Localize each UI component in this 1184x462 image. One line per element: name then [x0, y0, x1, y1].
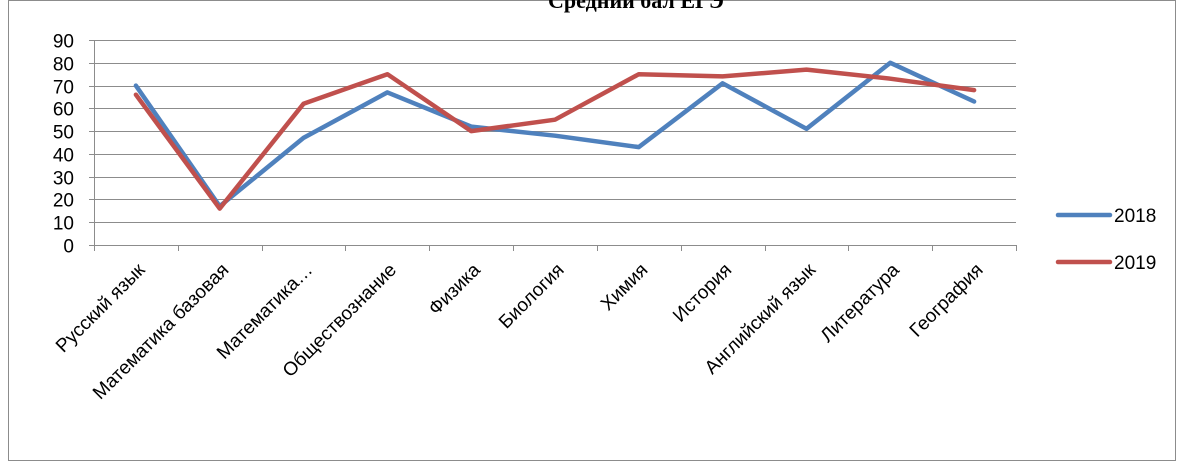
data-point-2019: [720, 74, 725, 79]
y-tick-label: 60: [53, 100, 74, 121]
y-tick-label: 70: [53, 78, 74, 99]
legend: 2018 2019: [1055, 206, 1156, 274]
y-tick-label: 80: [53, 55, 74, 76]
y-tick-label: 50: [53, 123, 74, 144]
data-point-2019: [469, 129, 474, 134]
data-point-2018: [385, 90, 390, 95]
legend-label-2018: 2018: [1114, 206, 1156, 227]
data-point-2018: [301, 135, 306, 140]
data-point-2019: [385, 72, 390, 77]
chart-border: [8, 0, 1176, 461]
data-point-2018: [636, 145, 641, 150]
data-point-2019: [301, 101, 306, 106]
data-point-2018: [972, 99, 977, 104]
data-point-2019: [888, 76, 893, 81]
y-tick-label: 0: [63, 237, 74, 258]
series-line-2018: [133, 60, 977, 209]
data-point-2018: [553, 133, 558, 138]
y-tick-label: 90: [53, 32, 74, 53]
data-point-2019: [133, 92, 138, 97]
data-point-2018: [888, 60, 893, 65]
legend-label-2019: 2019: [1114, 253, 1156, 274]
y-tick-label: 40: [53, 146, 74, 167]
data-point-2018: [720, 81, 725, 86]
data-point-2019: [217, 206, 222, 211]
data-point-2019: [553, 117, 558, 122]
y-tick-label: 30: [53, 169, 74, 190]
data-point-2018: [133, 83, 138, 88]
series-lines: [133, 60, 977, 211]
y-tick-label: 20: [53, 191, 74, 212]
data-point-2018: [804, 126, 809, 131]
axes: [89, 40, 1017, 251]
data-point-2019: [804, 67, 809, 72]
series-line-2019: [133, 67, 977, 211]
y-tick-label: 10: [53, 214, 74, 235]
data-point-2019: [636, 72, 641, 77]
grid-lines: [94, 40, 1016, 223]
chart-title: Средний бал ЕГЭ: [548, 0, 724, 13]
data-point-2019: [972, 88, 977, 93]
